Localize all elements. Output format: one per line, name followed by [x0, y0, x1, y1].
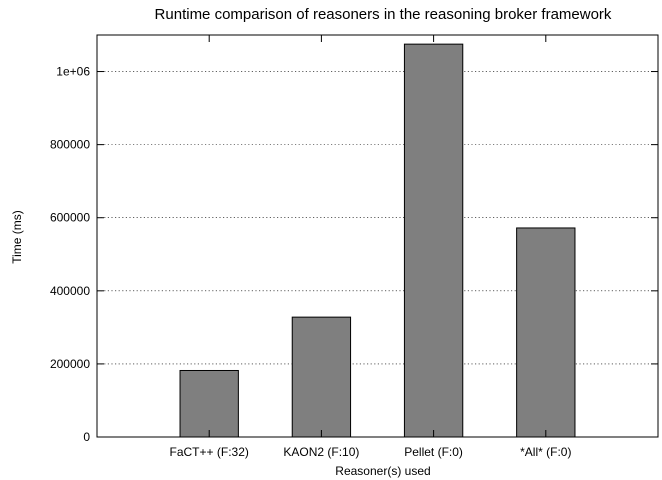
y-tick-label: 600000 — [50, 211, 90, 225]
x-tick-label: *All* (F:0) — [520, 445, 571, 459]
x-axis-label: Reasoner(s) used — [335, 464, 430, 478]
y-tick-label: 0 — [83, 430, 90, 444]
y-tick-label: 400000 — [50, 284, 90, 298]
bar — [516, 227, 576, 438]
bars — [179, 43, 576, 438]
bar — [291, 316, 352, 438]
bar — [403, 43, 464, 438]
x-tick-label: KAON2 (F:10) — [283, 445, 359, 459]
bar — [179, 369, 239, 438]
axes: 0 200000 400000 600000 800000 1e+06 FaCT++ (F:… — [50, 35, 658, 459]
y-tick-label: 200000 — [50, 357, 90, 371]
x-tick-label: FaCT++ (F:32) — [170, 445, 249, 459]
y-tick-label: 1e+06 — [56, 65, 90, 79]
chart-title: Runtime comparison of reasoners in the r… — [155, 6, 612, 23]
plot-frame — [96, 34, 659, 438]
y-tick-label: 800000 — [50, 138, 90, 152]
y-axis-label: Time (ms) — [10, 210, 24, 264]
x-tick-label: Pellet (F:0) — [404, 445, 463, 459]
